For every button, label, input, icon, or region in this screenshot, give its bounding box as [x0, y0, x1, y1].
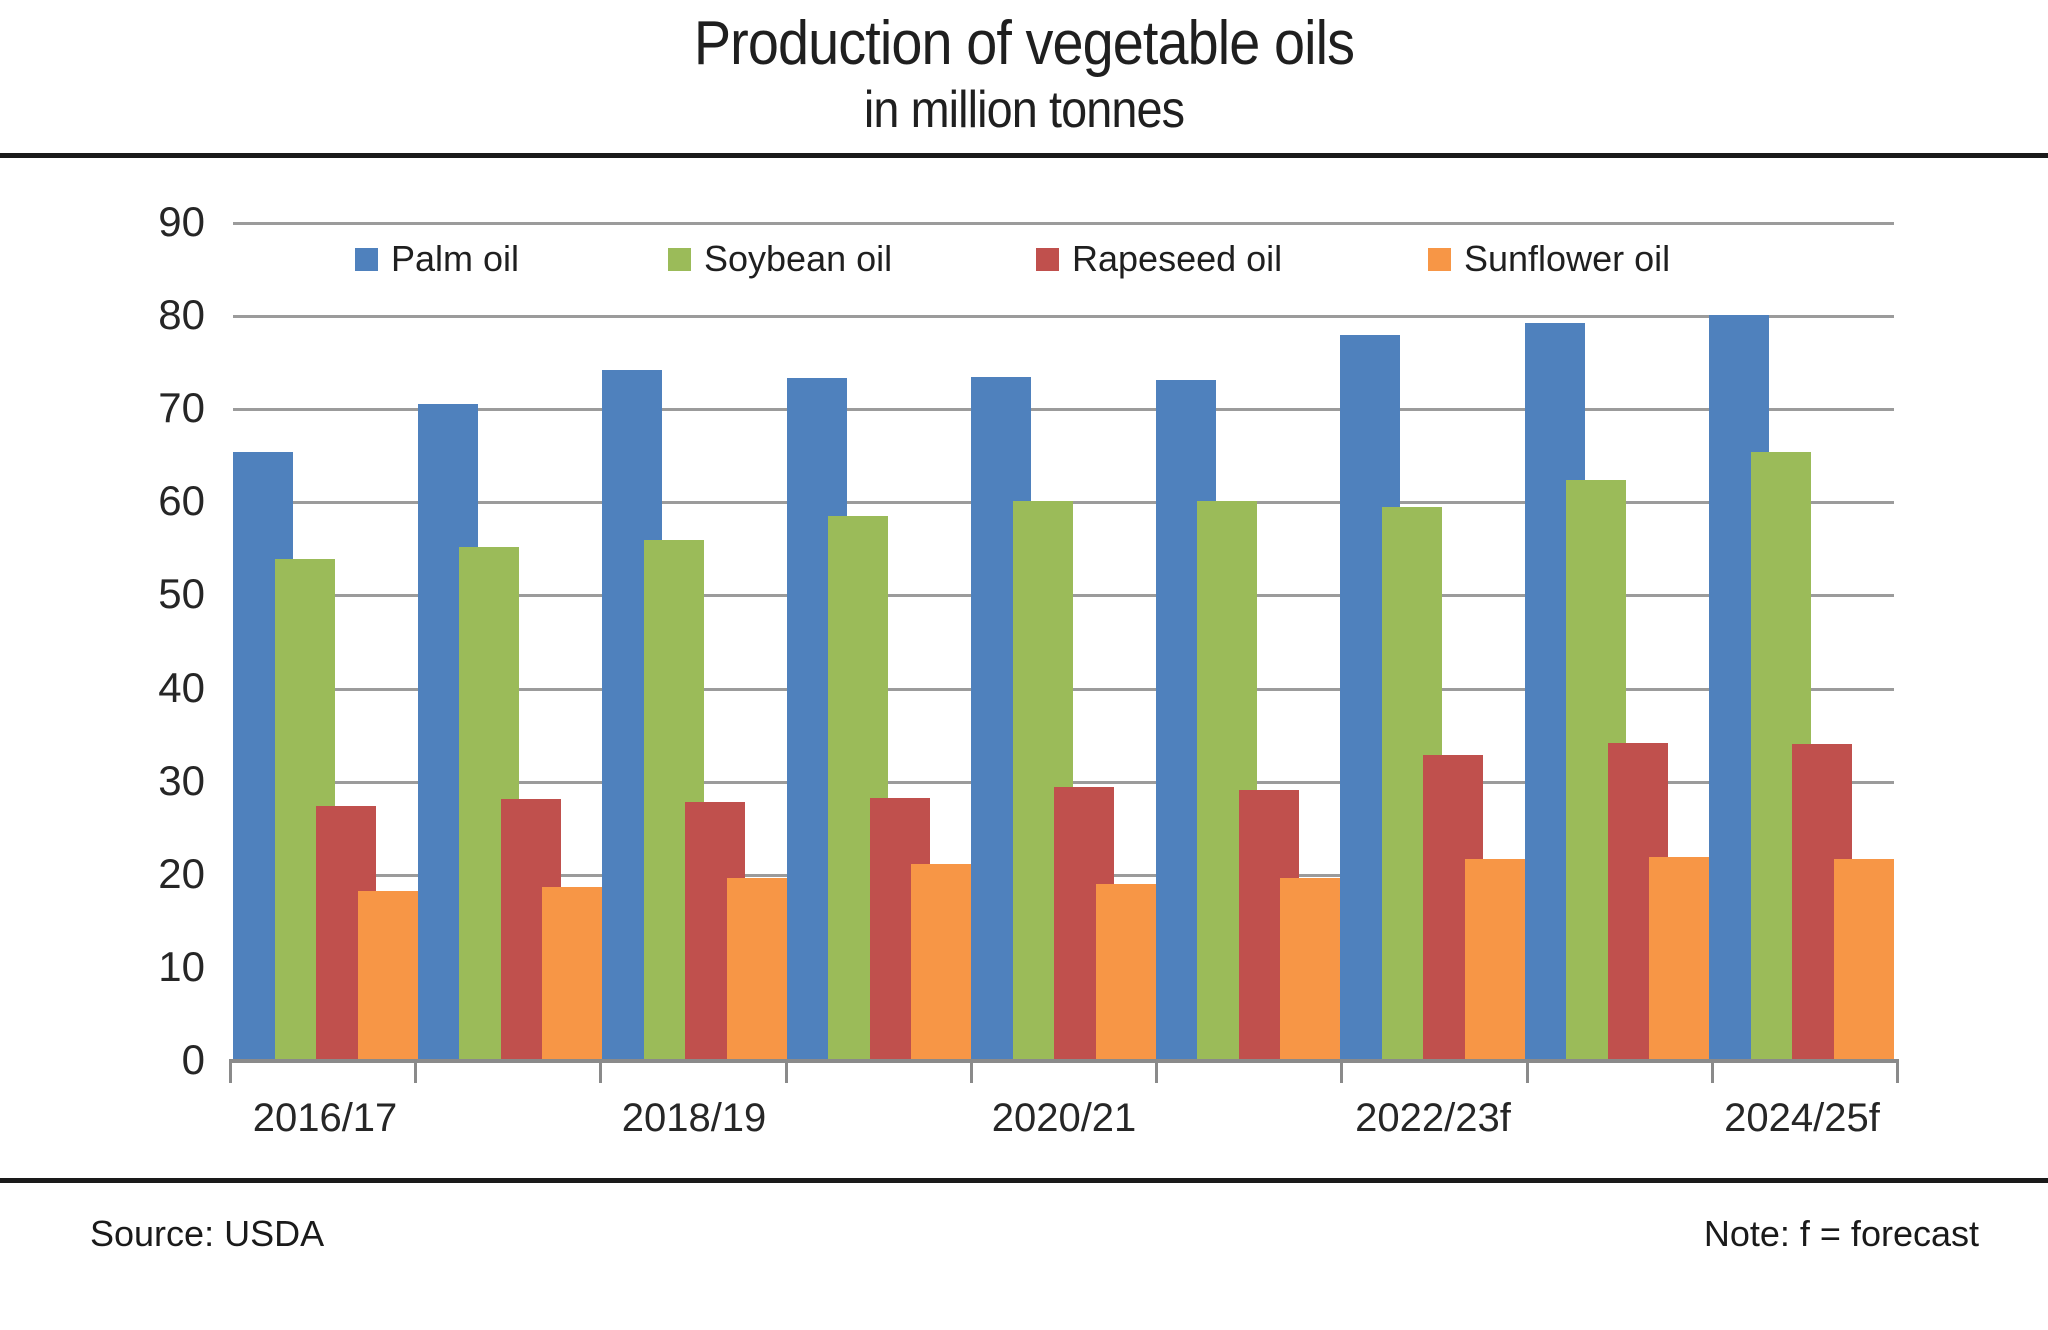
x-axis-tick: [1711, 1059, 1714, 1083]
x-axis-label-2024/25f: 2024/25f: [1724, 1096, 1880, 1140]
y-axis-label-40: 40: [158, 664, 205, 711]
y-axis-label-90: 90: [158, 198, 205, 245]
bar-sunflower-oil-group4: [911, 864, 971, 1060]
bar-sunflower-oil-group1: [358, 891, 418, 1060]
bottom-separator-rule: [0, 1178, 2048, 1183]
chart-title: Production of vegetable oils: [693, 9, 1355, 78]
chart-legend: Palm oil Soybean oil Rapeseed oil Sunflo…: [0, 238, 2048, 280]
x-axis-tick: [1340, 1059, 1343, 1083]
legend-item-rapeseed-oil: Rapeseed oil: [1036, 238, 1282, 280]
bar-sunflower-oil-group5: [1096, 884, 1156, 1060]
y-axis-label-10: 10: [158, 943, 205, 990]
x-axis-tick: [970, 1059, 973, 1083]
legend-label: Soybean oil: [704, 238, 893, 279]
y-axis-label-20: 20: [158, 850, 205, 897]
y-axis-label-60: 60: [158, 477, 205, 524]
gridline-90: [233, 222, 1894, 225]
x-axis-tick: [1896, 1059, 1899, 1083]
bar-sunflower-oil-group3: [727, 878, 787, 1060]
gridline-80: [233, 315, 1894, 318]
legend-item-sunflower-oil: Sunflower oil: [1428, 238, 1670, 280]
y-axis-label-70: 70: [158, 384, 205, 431]
x-axis-tick: [1155, 1059, 1158, 1083]
legend-label: Rapeseed oil: [1072, 238, 1283, 279]
source-note: Source: USDA: [90, 1213, 325, 1254]
x-axis-tick: [414, 1059, 417, 1083]
soybean-oil-swatch-icon: [668, 247, 691, 271]
x-axis-tick: [1526, 1059, 1529, 1083]
x-axis-tick: [599, 1059, 602, 1083]
plot-area: [233, 222, 1894, 1060]
x-axis-label-2020/21: 2020/21: [991, 1096, 1137, 1140]
top-separator-rule: [0, 153, 2048, 158]
palm-oil-swatch-icon: [355, 247, 378, 271]
legend-item-palm-oil: Palm oil: [355, 238, 519, 280]
x-axis-tick: [785, 1059, 788, 1083]
bar-sunflower-oil-group7: [1465, 859, 1525, 1060]
forecast-note: Note: f = forecast: [1703, 1213, 1979, 1254]
legend-item-soybean-oil: Soybean oil: [668, 238, 892, 280]
sunflower-oil-swatch-icon: [1428, 247, 1451, 271]
legend-label: Palm oil: [391, 238, 520, 279]
legend-label: Sunflower oil: [1464, 238, 1671, 279]
y-axis-label-50: 50: [158, 570, 205, 617]
bar-sunflower-oil-group2: [542, 887, 602, 1060]
rapeseed-oil-swatch-icon: [1036, 247, 1059, 271]
chart-subtitle: in million tonnes: [863, 81, 1185, 139]
x-axis-label-2022/23f: 2022/23f: [1355, 1096, 1511, 1140]
x-axis-line: [229, 1059, 1896, 1063]
y-axis-label-0: 0: [181, 1036, 205, 1083]
x-axis-tick: [229, 1059, 232, 1083]
bar-sunflower-oil-group6: [1280, 878, 1340, 1060]
x-axis-label-2016/17: 2016/17: [252, 1096, 398, 1140]
x-axis-label-2018/19: 2018/19: [621, 1096, 767, 1140]
bar-sunflower-oil-group8: [1649, 857, 1709, 1060]
bar-sunflower-oil-group9: [1834, 859, 1894, 1060]
gridline-70: [233, 408, 1894, 411]
y-axis-label-30: 30: [158, 757, 205, 804]
y-axis-label-80: 80: [158, 291, 205, 338]
